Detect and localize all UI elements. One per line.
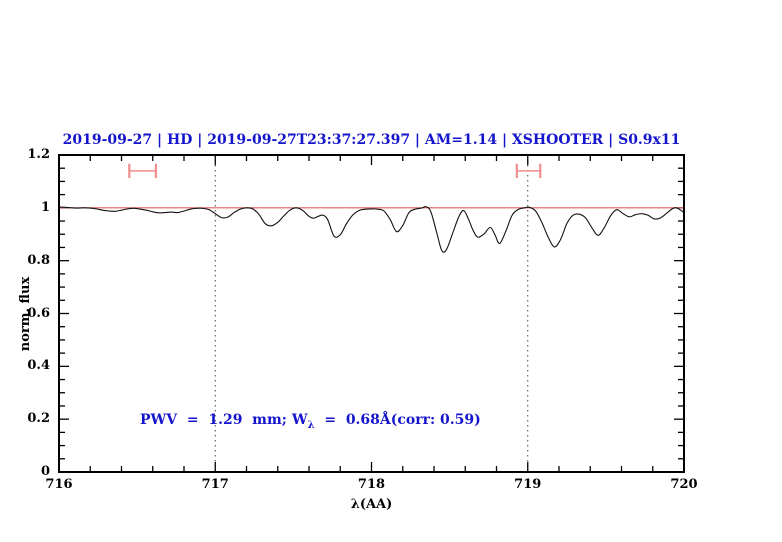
pwv-annotation-part1: PWV = 1.29 mm; W [140, 412, 308, 428]
y-tick-label: 0.8 [27, 252, 50, 268]
spectrum-curve [58, 206, 685, 253]
y-tick-label: 0.6 [27, 305, 50, 321]
spectrum-plot [58, 154, 685, 473]
y-tick-label: 0.2 [27, 411, 50, 427]
x-axis-label: λ(AA) [350, 497, 393, 512]
pwv-annotation-part2: = 0.68Å(corr: 0.59) [314, 412, 481, 428]
x-tick-label: 717 [201, 477, 229, 492]
y-tick-label: 0.4 [27, 358, 50, 374]
x-tick-label: 718 [357, 477, 386, 492]
pwv-annotation: PWV = 1.29 mm; Wλ = 0.68Å(corr: 0.59) [140, 412, 481, 431]
y-tick-label: 0 [40, 464, 50, 479]
pwv-annotation-lambda-subscript: λ [307, 419, 315, 431]
y-tick-label: 1.2 [27, 147, 50, 162]
x-tick-label: 719 [514, 477, 542, 492]
plot-frame [58, 154, 685, 473]
x-tick-label: 720 [670, 477, 698, 492]
x-tick-label: 716 [45, 477, 73, 492]
plot-title: 2019-09-27 | HD | 2019-09-27T23:37:27.39… [62, 132, 681, 148]
y-tick-label: 1 [40, 199, 50, 215]
y-axis-label: norm. flux [18, 276, 33, 352]
